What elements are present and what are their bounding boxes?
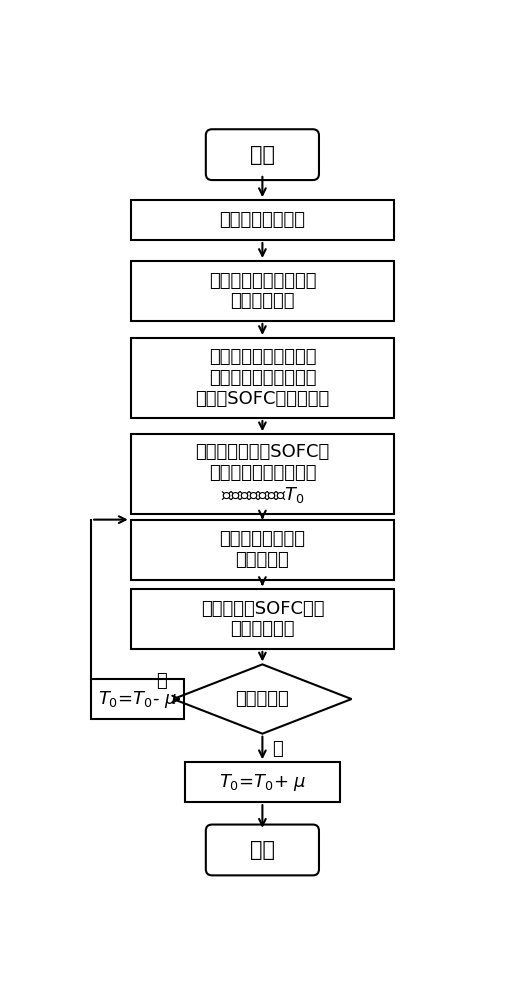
Text: 开始: 开始 <box>250 145 275 165</box>
Text: 负载功率由初始功率切
换到最终功率: 负载功率由初始功率切 换到最终功率 <box>209 272 316 310</box>
Text: 结束: 结束 <box>250 840 275 860</box>
Text: $T_0$=$T_0$+ $\mu$: $T_0$=$T_0$+ $\mu$ <box>219 772 306 793</box>
Text: 燃料亏空？: 燃料亏空？ <box>236 690 289 708</box>
Text: 使真并检测SOFC电堆
输出氢气流量: 使真并检测SOFC电堆 输出氢气流量 <box>201 600 324 638</box>
Text: 采用寻优算法找到静态
条件下初始功率与最终
功率的SOFC最优操作点: 采用寻优算法找到静态 条件下初始功率与最终 功率的SOFC最优操作点 <box>195 348 330 408</box>
Text: 确定燃料延迟时间: 确定燃料延迟时间 <box>220 211 305 229</box>
Text: 否: 否 <box>156 672 167 690</box>
Text: 是: 是 <box>272 740 283 758</box>
Text: 确定任意一个使SOFC系
统燃料不亏空运行的初
始电流调节时间$T_0$: 确定任意一个使SOFC系 统燃料不亏空运行的初 始电流调节时间$T_0$ <box>195 443 330 505</box>
Text: $T_0$=$T_0$- $\mu$: $T_0$=$T_0$- $\mu$ <box>98 689 177 710</box>
Text: 确定电流上升速率
与电堆电流: 确定电流上升速率 与电堆电流 <box>220 530 305 569</box>
